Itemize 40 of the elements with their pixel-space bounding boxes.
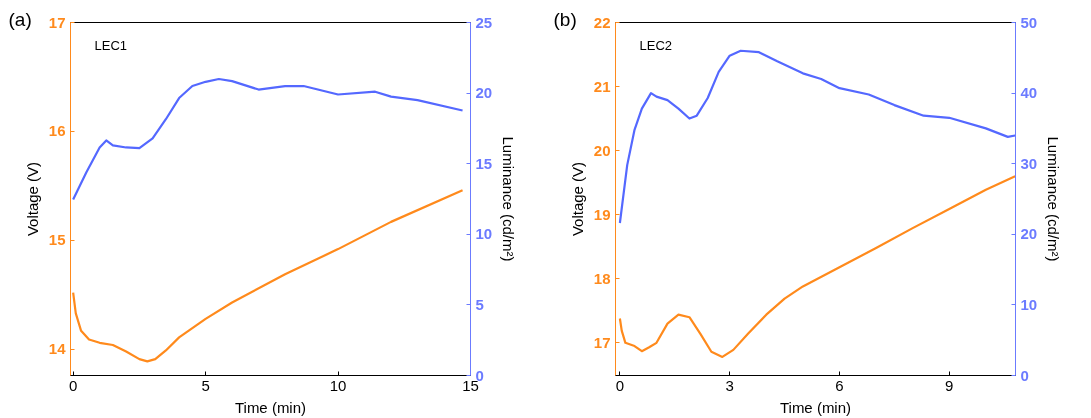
x-tick-label: 0 — [615, 376, 625, 394]
y2-tick-label: 30 — [1020, 154, 1038, 172]
y2-tick-label: 40 — [1020, 84, 1038, 102]
text: (a) — [8, 8, 32, 30]
x-tick-label: 0 — [68, 376, 78, 394]
x-tick-label: 10 — [329, 376, 347, 394]
y-tick-label: 21 — [593, 77, 611, 95]
x-axis-title: Time (min) — [234, 398, 307, 416]
y-tick-label: 19 — [593, 205, 611, 223]
line-series — [618, 175, 1016, 359]
y-tick-label: 17 — [593, 333, 611, 351]
y2-axis-title: Luminance (cd/m²) — [500, 136, 518, 262]
y2-tick-label: 25 — [475, 13, 493, 31]
y-axis-title: Voltage (V) — [23, 161, 41, 237]
y2-axis-title: Luminance (cd/m²) — [1045, 136, 1063, 262]
x-tick-label: 3 — [725, 376, 734, 394]
y-axis-title: Voltage (V) — [568, 161, 586, 237]
line-series — [618, 49, 1016, 225]
y2-tick-label: 10 — [475, 225, 493, 243]
y2-tick-label: 20 — [475, 84, 493, 102]
y-tick-label: 22 — [593, 13, 611, 31]
text: (b) — [553, 8, 577, 30]
y-tick-label: 16 — [48, 122, 66, 140]
y2-tick-label: 15 — [475, 154, 493, 172]
y2-tick-label: 20 — [1020, 225, 1038, 243]
y-tick-label: 18 — [593, 269, 611, 287]
x-tick-label: 9 — [945, 376, 954, 394]
y-tick-label: 14 — [48, 340, 67, 358]
y-tick-label: 17 — [48, 13, 66, 31]
annotation: LEC1 — [94, 37, 128, 53]
y-tick-label: 20 — [593, 141, 611, 159]
y2-tick-label: 5 — [475, 295, 484, 313]
y2-tick-label: 50 — [1020, 13, 1038, 31]
line-series — [72, 77, 464, 201]
y-tick-label: 15 — [48, 231, 66, 249]
x-axis-title: Time (min) — [779, 398, 852, 416]
x-tick-label: 5 — [201, 376, 210, 394]
y2-tick-label: 10 — [1020, 295, 1038, 313]
x-tick-label: 6 — [835, 376, 844, 394]
annotation: LEC2 — [639, 37, 673, 53]
